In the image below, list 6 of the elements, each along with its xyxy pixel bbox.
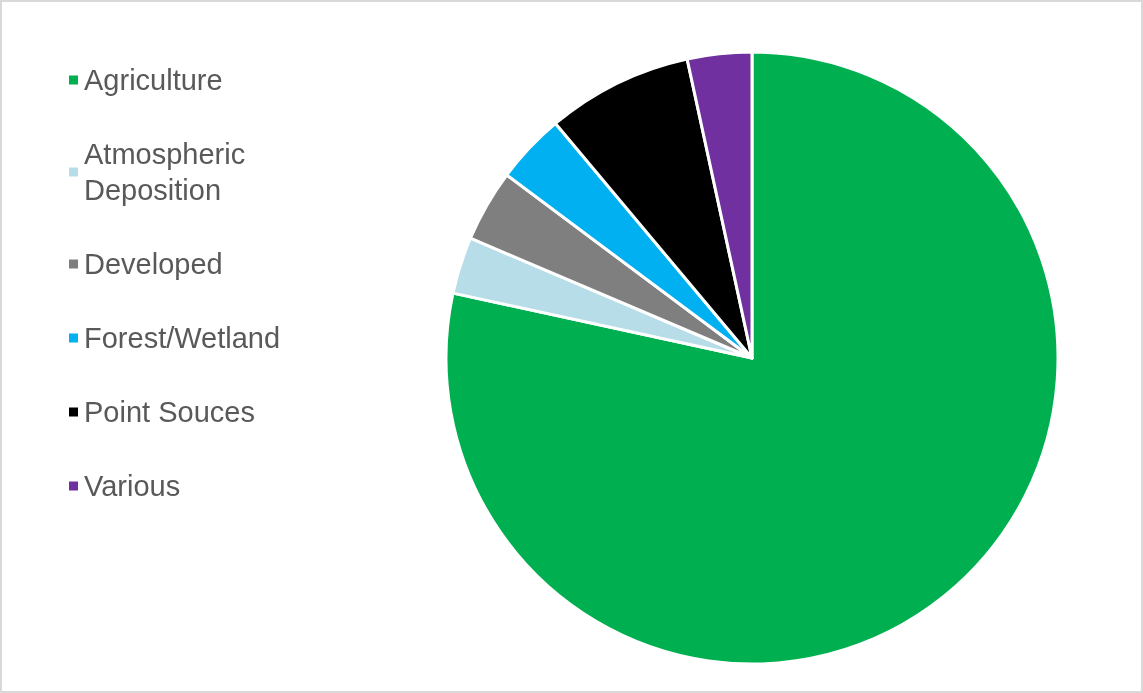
legend-label: Agriculture [84,64,223,96]
legend-label: Forest/Wetland [84,322,281,354]
legend-label: Various [84,470,181,502]
legend-label: Point Souces [84,396,255,428]
legend-label: Developed [84,248,223,280]
legend-label: Atmospheric Deposition [84,138,254,206]
